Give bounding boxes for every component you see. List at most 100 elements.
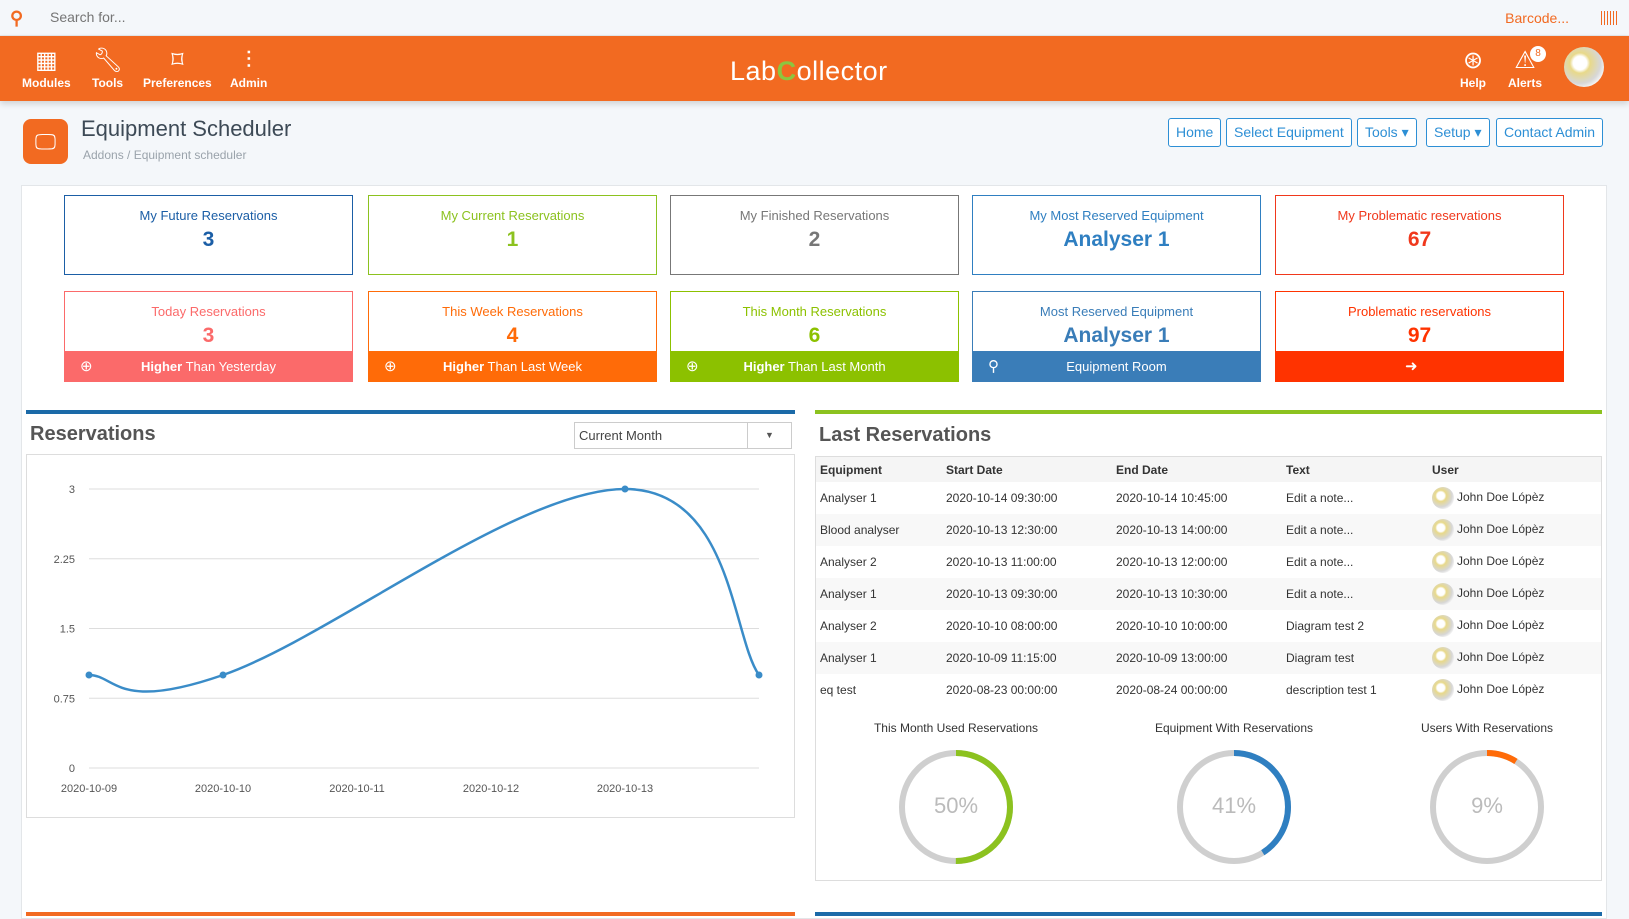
grid-icon: ▦	[34, 47, 58, 74]
lifebuoy-icon: ⊛	[1462, 47, 1484, 74]
table-cell: 2020-10-14 09:30:00	[942, 482, 1112, 514]
cell-text: Analyser 1	[820, 587, 877, 601]
table-cell[interactable]: Diagram test 2	[1282, 610, 1428, 642]
stat-band[interactable]: ⚲ Equipment Room	[972, 351, 1261, 382]
nav-tools[interactable]: 🔧︎ Tools	[92, 46, 123, 90]
table-cell: 2020-10-09 11:15:00	[942, 642, 1112, 674]
search-icon[interactable]: ⚲	[10, 8, 24, 28]
table-cell[interactable]: Edit a note...	[1282, 578, 1428, 610]
stat-value: 2	[808, 228, 821, 251]
stat-card[interactable]: My Finished Reservations 2	[670, 195, 959, 275]
scheduler-app-icon: 🖵︎	[23, 119, 68, 164]
stat-card[interactable]: My Current Reservations 1	[368, 195, 657, 275]
user-avatar	[1432, 583, 1454, 605]
breadcrumb[interactable]: Addons / Equipment scheduler	[83, 148, 247, 162]
stat-value: 3	[202, 324, 215, 347]
table-cell[interactable]: Edit a note...	[1282, 514, 1428, 546]
column-header[interactable]: Text	[1282, 457, 1428, 482]
donut-label: Equipment With Reservations	[1154, 721, 1314, 735]
y-tick-label: 0	[69, 763, 75, 775]
data-point[interactable]	[621, 485, 629, 493]
column-header[interactable]: Equipment	[816, 457, 942, 482]
stat-card[interactable]: Most Reserved Equipment Analyser 1 ⚲ Equipm…	[972, 291, 1261, 382]
donut-value: 50%	[933, 793, 979, 818]
user-avatar	[1432, 551, 1454, 573]
x-tick-label: 2020-10-09	[61, 783, 117, 795]
barcode-icon[interactable]	[1601, 11, 1617, 25]
nav-preferences[interactable]: ⌑ Preferences	[143, 46, 212, 90]
search-input[interactable]	[50, 9, 450, 25]
nav-admin[interactable]: ⫶ Admin	[230, 46, 267, 90]
chevron-down-icon[interactable]: ▼	[747, 423, 791, 448]
table-cell: 2020-10-13 12:30:00	[942, 514, 1112, 546]
stat-card[interactable]: Problematic reservations 97 ➜	[1275, 291, 1564, 382]
stat-card[interactable]: This Week Reservations 4 ⊕ Higher Than Last…	[368, 291, 657, 382]
table-row[interactable]: Analyser 1 2020-10-14 09:30:00 2020-10-14 …	[816, 482, 1601, 514]
table-cell[interactable]: Diagram test	[1282, 642, 1428, 674]
select-equipment-button[interactable]: Select Equipment	[1226, 118, 1352, 147]
nav-help[interactable]: ⊛ Help	[1460, 46, 1486, 90]
arrow-right-circle-icon: ➜	[1405, 358, 1418, 375]
barcode-input[interactable]: Barcode...	[1505, 10, 1569, 26]
stat-value: Analyser 1	[1063, 324, 1170, 347]
table-row[interactable]: Analyser 1 2020-10-09 11:15:00 2020-10-09 …	[816, 642, 1601, 674]
table-row[interactable]: eq test 2020-08-23 00:00:00 2020-08-24 00:…	[816, 674, 1601, 706]
cell-text: Diagram test	[1286, 651, 1355, 665]
table-cell[interactable]: description test 1	[1282, 674, 1428, 706]
logo-text: Lab	[730, 56, 777, 86]
cell-text: John Doe Lópèz	[1457, 618, 1545, 633]
table-cell[interactable]: Edit a note...	[1282, 482, 1428, 514]
contact-admin-button[interactable]: Contact Admin	[1496, 118, 1604, 147]
tools-dropdown[interactable]: Tools ▾	[1357, 118, 1417, 147]
arrow-up-circle-icon: ⊕	[80, 358, 93, 375]
user-avatar[interactable]	[1564, 47, 1604, 87]
data-point[interactable]	[755, 671, 763, 679]
setup-dropdown[interactable]: Setup ▾	[1426, 118, 1490, 147]
stat-card[interactable]: This Month Reservations 6 ⊕ Higher Than Las…	[670, 291, 959, 382]
donut-fill	[899, 750, 1013, 864]
table-cell: Analyser 1	[816, 482, 942, 514]
stat-card[interactable]: Today Reservations 3 ⊕ Higher Than Yesterda…	[64, 291, 353, 382]
cell-text: John Doe Lópèz	[1457, 522, 1545, 537]
search-bar: ⚲ Barcode...	[0, 0, 1629, 36]
stat-label: My Finished Reservations	[739, 208, 890, 223]
table-row[interactable]: Blood analyser 2020-10-13 12:30:00 2020-10…	[816, 514, 1601, 546]
stat-value: Analyser 1	[1063, 228, 1170, 251]
cell-text: Edit a note...	[1286, 491, 1354, 505]
stat-card[interactable]: My Future Reservations 3	[64, 195, 353, 275]
labcollector-logo[interactable]: LabCollector	[730, 56, 888, 87]
stat-band[interactable]: ⊕ Higher Than Yesterday	[64, 351, 353, 382]
column-header[interactable]: User	[1428, 457, 1601, 482]
home-button[interactable]: Home	[1168, 118, 1222, 147]
stat-band[interactable]: ⊕ Higher Than Last Month	[670, 351, 959, 382]
table-row[interactable]: Analyser 1 2020-10-13 09:30:00 2020-10-13 …	[816, 578, 1601, 610]
cell-text: 2020-10-14 09:30:00	[946, 491, 1058, 505]
table-cell[interactable]: Edit a note...	[1282, 546, 1428, 578]
table-row[interactable]: Analyser 2 2020-10-13 11:00:00 2020-10-13 …	[816, 546, 1601, 578]
data-point[interactable]	[219, 671, 227, 679]
table-row[interactable]: Analyser 2 2020-10-10 08:00:00 2020-10-10 …	[816, 610, 1601, 642]
stat-label: My Most Reserved Equipment	[1029, 208, 1204, 223]
cell-text: Edit a note...	[1286, 555, 1354, 569]
cell-text: John Doe Lópèz	[1457, 554, 1545, 569]
column-header[interactable]: End Date	[1112, 457, 1282, 482]
stat-card[interactable]: My Problematic reservations 67	[1275, 195, 1564, 275]
nav-modules[interactable]: ▦ Modules	[22, 46, 71, 90]
stat-label: My Current Reservations	[440, 208, 585, 223]
table-cell: 2020-10-10 08:00:00	[942, 610, 1112, 642]
stat-label: This Month Reservations	[742, 304, 887, 319]
stat-value: 1	[506, 228, 519, 251]
column-header[interactable]: Start Date	[942, 457, 1112, 482]
table-cell: Blood analyser	[816, 514, 942, 546]
stat-band[interactable]: ⊕ Higher Than Last Week	[368, 351, 657, 382]
donut-chart	[1430, 750, 1544, 864]
donut-label: Users With Reservations	[1420, 721, 1554, 735]
user-avatar	[1432, 615, 1454, 637]
period-select[interactable]: Current Month ▼	[574, 422, 792, 449]
line-chart: 0 0.75 1.5 2.25 3 2020-10-09 2020-10-10 2020-10…	[54, 484, 763, 795]
map-pin-icon: ⚲	[988, 358, 999, 375]
stat-band[interactable]: ➜	[1275, 351, 1564, 382]
stat-card[interactable]: My Most Reserved Equipment Analyser 1	[972, 195, 1261, 275]
data-point[interactable]	[85, 671, 93, 679]
user-avatar	[1432, 647, 1454, 669]
